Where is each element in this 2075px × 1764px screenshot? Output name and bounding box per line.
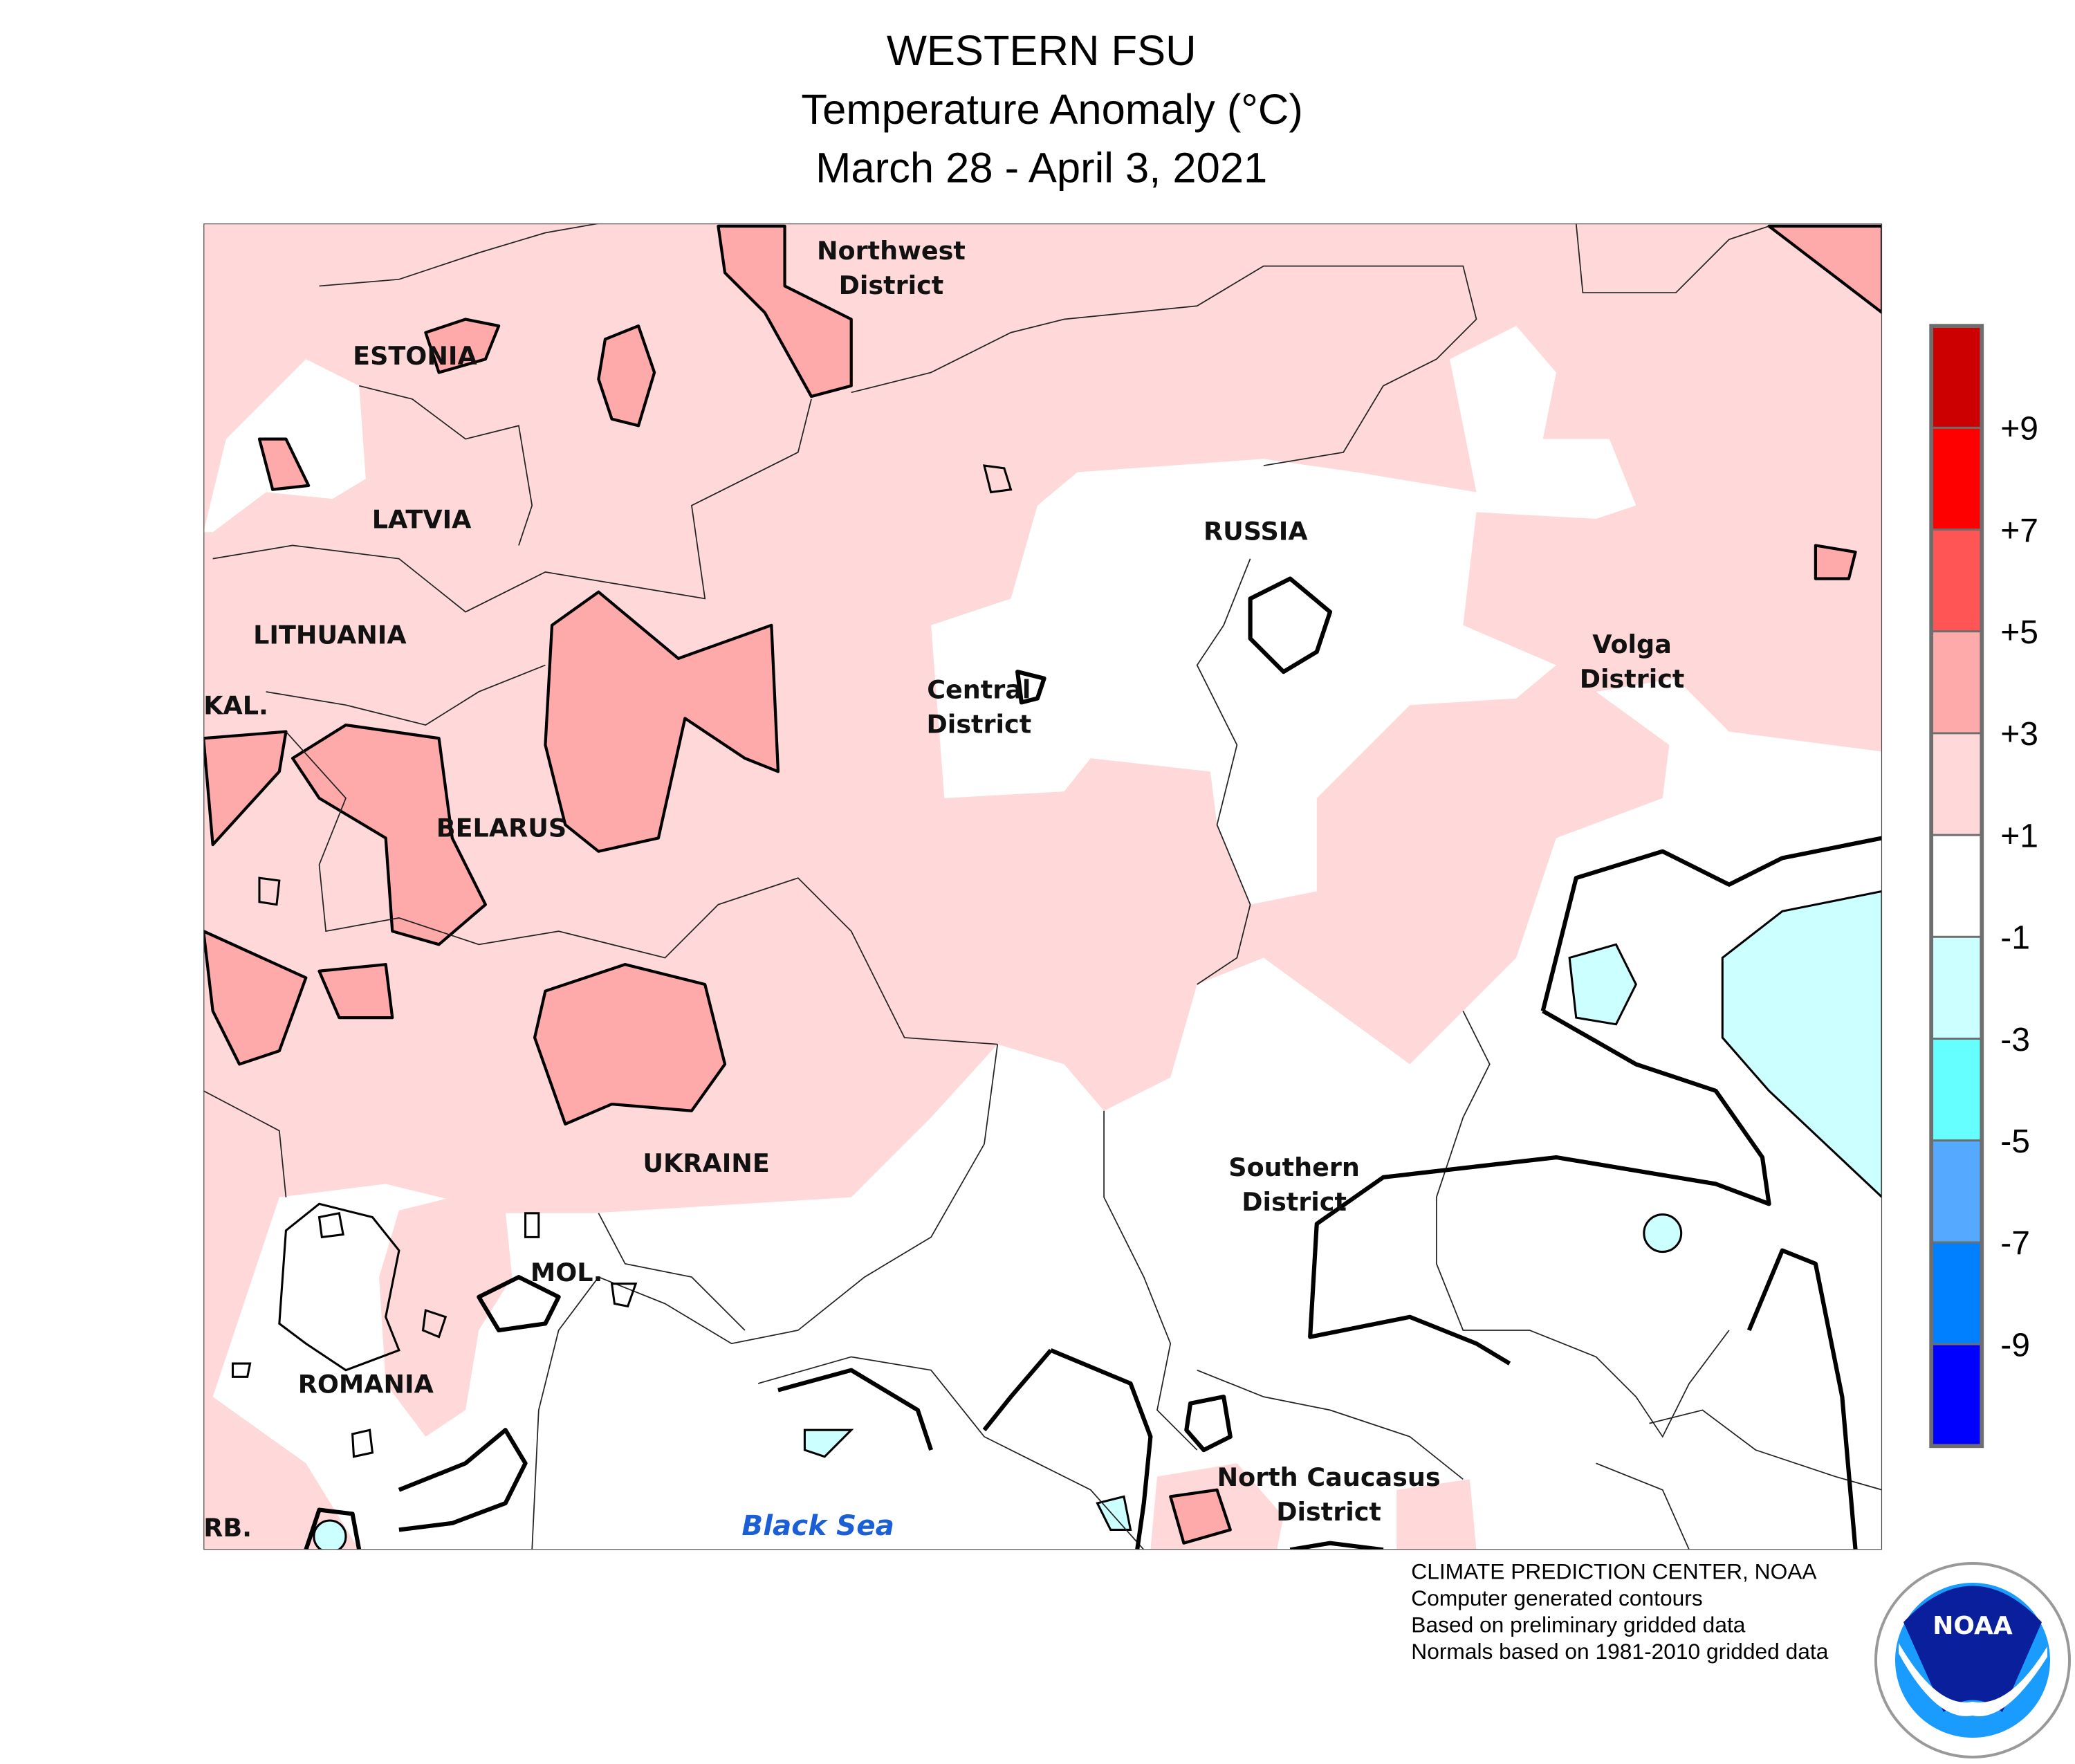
legend-frame [1929,324,1984,1449]
label-northwest-district-2: District [839,270,944,300]
credit-data: Based on preliminary gridded data [1411,1613,1745,1637]
legend-swatch [1930,630,1983,735]
label-north-caucasus-district: North Caucasus [1217,1462,1441,1492]
label-moldova: MOL. [531,1258,603,1287]
label-romania: ROMANIA [298,1369,434,1399]
anomaly-near-normal-central [931,326,1636,905]
legend-swatch [1930,324,1983,429]
color-legend: +9 +7 +5 +3 +1 -1 -3 -5 -7 -9 [1929,324,2038,1449]
label-central-district: Central [927,675,1031,705]
title-date-range: March 28 - April 3, 2021 [815,144,1267,192]
label-northwest-district: Northwest [817,236,966,266]
legend-swatch [1930,834,1983,938]
label-latvia: LATVIA [372,504,472,534]
title-region: WESTERN FSU [887,27,1197,75]
credit-contours: Computer generated contours [1411,1586,1702,1610]
zero-anomaly-contours [304,576,1883,1550]
legend-swatch [1930,529,1983,633]
legend-swatch [1930,935,1983,1040]
noaa-logo-text: NOAA [1933,1612,2013,1640]
title-variable: Temperature Anomaly (°C) [801,86,1302,134]
label-russia: RUSSIA [1204,517,1308,546]
credit-agency: CLIMATE PREDICTION CENTER, NOAA [1411,1559,1817,1584]
anomaly-3-to-5-areas [203,224,1883,1545]
label-estonia: ESTONIA [353,341,477,371]
credits: CLIMATE PREDICTION CENTER, NOAA Computer… [1411,1559,1828,1664]
noaa-logo: NOAA [1874,1562,2071,1758]
legend-swatch [1930,1038,1983,1142]
legend-tick-label: -9 [2000,1326,2030,1363]
legend-tick-label: -1 [2000,919,2030,957]
anomaly-near-normal-caucasus-pink [1396,1479,1477,1550]
administrative-borders [203,223,1883,1550]
label-southern-district: Southern [1228,1152,1360,1182]
small-contours [231,464,1013,1458]
legend-tick-label: +9 [2000,410,2038,448]
label-ukraine: UKRAINE [643,1148,769,1178]
legend-tick-label: +3 [2000,715,2038,753]
map-area [203,223,1883,1550]
label-volga-district-2: District [1580,664,1685,694]
legend-swatch [1930,1343,1983,1447]
label-kaliningrad: KAL. [203,691,268,721]
legend-tick-label: -3 [2000,1021,2030,1058]
label-serbia: RB. [203,1513,252,1543]
legend-swatch [1930,426,1983,531]
legend-swatch [1930,1241,1983,1345]
anomaly-minus1-to-minus3-areas [313,890,1883,1550]
map-labels: Northwest District ESTONIA LATVIA LITHUA… [203,236,1684,1543]
legend-tick-label: +1 [2000,817,2038,854]
legend-tick-label: +7 [2000,512,2038,549]
credit-normals: Normals based on 1981-2010 gridded data [1411,1639,1828,1664]
legend-tick-label: +5 [2000,614,2038,651]
label-southern-district-2: District [1242,1187,1347,1217]
label-central-district-2: District [927,710,1032,739]
legend-swatch [1930,1139,1983,1244]
legend-tick-label: -7 [2000,1224,2030,1262]
anomaly-near-normal-south [212,678,1883,1550]
label-lithuania: LITHUANIA [253,621,407,650]
legend-swatch [1930,732,1983,836]
romania-west-pink [203,1450,286,1550]
label-volga-district: Volga [1592,630,1672,659]
label-belarus: BELARUS [436,814,566,843]
legend-tick-label: -5 [2000,1123,2030,1160]
label-black-sea: Black Sea [741,1509,894,1542]
label-north-caucasus-district-2: District [1276,1497,1381,1527]
